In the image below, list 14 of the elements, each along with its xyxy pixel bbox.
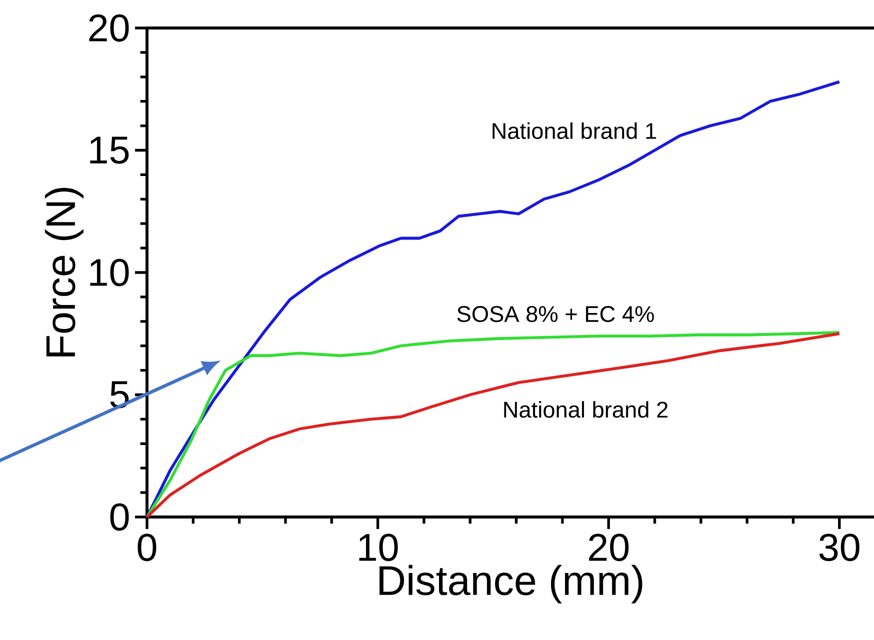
y-axis-title: Force (N) bbox=[44, 188, 84, 356]
line-series bbox=[146, 80, 841, 518]
x-axis-title: Distance (mm) bbox=[380, 564, 642, 604]
x-tick-label: 20 bbox=[589, 534, 629, 562]
x-tick-label: 0 bbox=[138, 534, 156, 562]
series-label: National brand 1 bbox=[492, 122, 656, 140]
y-tick-label: 20 bbox=[89, 14, 129, 42]
y-tick-label: 15 bbox=[90, 136, 129, 164]
y-tick-label: 0 bbox=[110, 503, 129, 531]
series-label: National brand 2 bbox=[504, 401, 668, 418]
y-tick-label: 10 bbox=[90, 258, 129, 286]
x-tick-label: 30 bbox=[819, 534, 860, 562]
x-tick-label: 10 bbox=[359, 534, 398, 562]
series-label: SOSA 8% + EC 4% bbox=[457, 306, 654, 322]
